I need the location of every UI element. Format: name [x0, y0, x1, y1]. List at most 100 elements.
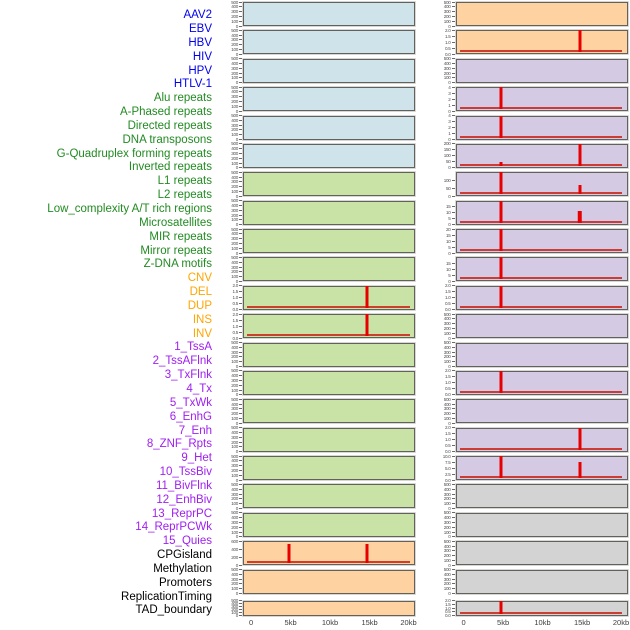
- y-tick-mark: [239, 512, 242, 514]
- y-tick-mark: [239, 451, 242, 453]
- y-tick-mark: [239, 119, 242, 121]
- y-tick-label: 1: [448, 131, 451, 137]
- y-tick-mark: [451, 422, 455, 424]
- peak-bar: [499, 600, 503, 614]
- y-tick-label: 300: [443, 548, 451, 554]
- y-axis: 500 400 300 200 100 0: [223, 227, 243, 256]
- y-tick-label: 100: [443, 586, 451, 592]
- y-tick-label: 400: [231, 231, 238, 237]
- y-tick-mark: [239, 181, 242, 183]
- y-tick-label: 200: [231, 212, 238, 218]
- track-label: 7_Enh: [178, 424, 212, 437]
- y-tick-mark: [451, 388, 455, 390]
- track-label: Mirror repeats: [140, 244, 212, 257]
- track-panel: [243, 512, 415, 537]
- y-tick-mark: [239, 431, 242, 433]
- y-tick-label: 1.0: [232, 295, 239, 301]
- y-tick-label: 100: [443, 501, 451, 507]
- y-axis: 500 400 300 200 100 0: [223, 170, 243, 199]
- y-tick-label: 200: [443, 13, 451, 19]
- y-tick-mark: [239, 380, 242, 382]
- y-tick-mark: [451, 58, 455, 60]
- y-tick-label: 200: [443, 524, 451, 530]
- y-tick-label: 0: [235, 222, 239, 228]
- y-tick-mark: [451, 143, 455, 145]
- y-tick-label: 300: [231, 378, 238, 384]
- y-tick-label: 2.0: [445, 283, 451, 289]
- track-label: MIR repeats: [149, 230, 212, 243]
- y-axis: 500 400 300 200 100 0: [223, 56, 243, 85]
- y-axis: 15 10 5 0: [436, 201, 456, 227]
- track-panel: [243, 342, 415, 367]
- y-tick-label: 100: [231, 132, 238, 138]
- y-tick-mark: [239, 256, 242, 258]
- y-tick-label: 0: [448, 80, 451, 86]
- y-tick-mark: [239, 190, 242, 192]
- y-tick-mark: [239, 408, 242, 410]
- y-tick-label: 500: [443, 567, 451, 573]
- y-tick-mark: [451, 313, 455, 315]
- y-tick-mark: [239, 398, 242, 400]
- track-panel: [455, 172, 628, 197]
- y-tick-mark: [451, 67, 455, 69]
- y-tick-mark: [451, 607, 455, 609]
- y-tick-label: 1.5: [232, 317, 239, 323]
- y-tick-label: 400: [231, 259, 238, 265]
- y-tick-label: 100: [231, 75, 238, 81]
- track-panel: [455, 569, 628, 594]
- y-tick-label: 50: [445, 185, 451, 191]
- y-tick-mark: [451, 439, 455, 441]
- y-tick-label: 200: [231, 155, 238, 161]
- y-tick-label: 1.5: [445, 601, 451, 607]
- y-tick-mark: [451, 297, 455, 299]
- y-tick-label: 100: [443, 359, 451, 365]
- y-tick-label: 0: [235, 449, 239, 455]
- y-tick-mark: [239, 389, 242, 391]
- y-tick-label: 0.5: [445, 45, 451, 51]
- y-tick-label: 600: [231, 538, 238, 544]
- y-tick-label: 500: [231, 481, 238, 487]
- y-tick-mark: [239, 331, 242, 333]
- zero-baseline: [459, 220, 623, 223]
- y-tick-mark: [451, 408, 455, 410]
- y-tick-mark: [451, 361, 455, 363]
- y-tick-mark: [239, 143, 242, 145]
- y-tick-label: 0: [448, 23, 451, 29]
- peak-bar: [499, 200, 503, 223]
- y-tick-label: 0: [235, 505, 239, 511]
- peak-bar: [499, 456, 503, 479]
- y-axis: 500 400 300 200 100 0: [436, 311, 456, 341]
- track-panel: [243, 229, 415, 254]
- y-axis: 500 400 300 200 100 0: [223, 85, 243, 114]
- y-tick-mark: [239, 82, 242, 84]
- y-tick-mark: [451, 240, 455, 242]
- y-axis: 500 400 300 200 100 0: [436, 567, 456, 596]
- y-tick-label: 100: [443, 330, 451, 336]
- y-tick-label: 0: [235, 477, 239, 483]
- track-label: Promoters: [158, 576, 212, 589]
- track-panel: [243, 172, 415, 197]
- y-tick-mark: [451, 285, 455, 287]
- y-tick-label: 2.5: [445, 471, 451, 477]
- y-tick-label: 1.5: [232, 289, 239, 295]
- y-tick-mark: [451, 433, 455, 435]
- y-tick-label: 300: [231, 122, 238, 128]
- track-label: Inverted repeats: [128, 161, 212, 174]
- y-tick-mark: [451, 531, 455, 533]
- y-tick-mark: [239, 29, 242, 31]
- track-label: INS: [192, 313, 212, 326]
- y-axis: 500 400 300 200 100 0: [436, 340, 456, 369]
- track-panel: [455, 143, 628, 168]
- zero-baseline: [459, 107, 623, 110]
- y-tick-label: 0: [235, 613, 239, 618]
- y-tick-label: 0.5: [232, 329, 239, 335]
- y-tick-mark: [451, 20, 455, 22]
- y-tick-label: 100: [231, 160, 238, 166]
- y-tick-mark: [451, 507, 455, 509]
- y-tick-label: 500: [443, 311, 451, 317]
- y-tick-mark: [451, 246, 455, 248]
- y-tick-label: 100: [443, 75, 451, 81]
- track-panel: [243, 257, 415, 282]
- y-tick-label: 20: [445, 226, 451, 232]
- y-tick-mark: [239, 204, 242, 206]
